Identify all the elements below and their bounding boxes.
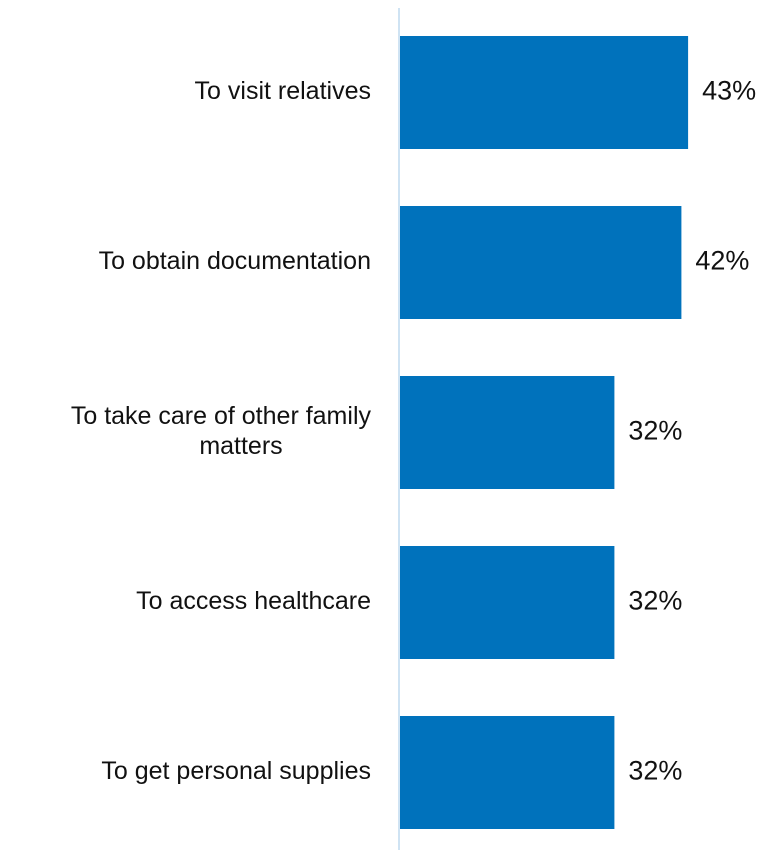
value-label-3: 32%	[628, 586, 682, 616]
category-label-0: To visit relatives	[195, 77, 371, 105]
bar-1	[400, 206, 682, 319]
bar-4	[400, 716, 615, 829]
category-label-1: To obtain documentation	[99, 247, 371, 275]
bar-0	[400, 36, 689, 149]
bars-layer: 43% To visit relatives 42% To obtain docume…	[71, 36, 756, 829]
bar-3	[400, 546, 615, 659]
value-label-2: 32%	[628, 416, 682, 446]
category-label-4: To get personal supplies	[101, 757, 371, 785]
value-label-0: 43%	[702, 76, 756, 106]
value-label-1: 42%	[695, 246, 749, 276]
category-label-2: To take care of other family matters	[71, 402, 372, 460]
category-label-3: To access healthcare	[136, 587, 371, 615]
value-label-4: 32%	[628, 756, 682, 786]
bar-2	[400, 376, 615, 489]
